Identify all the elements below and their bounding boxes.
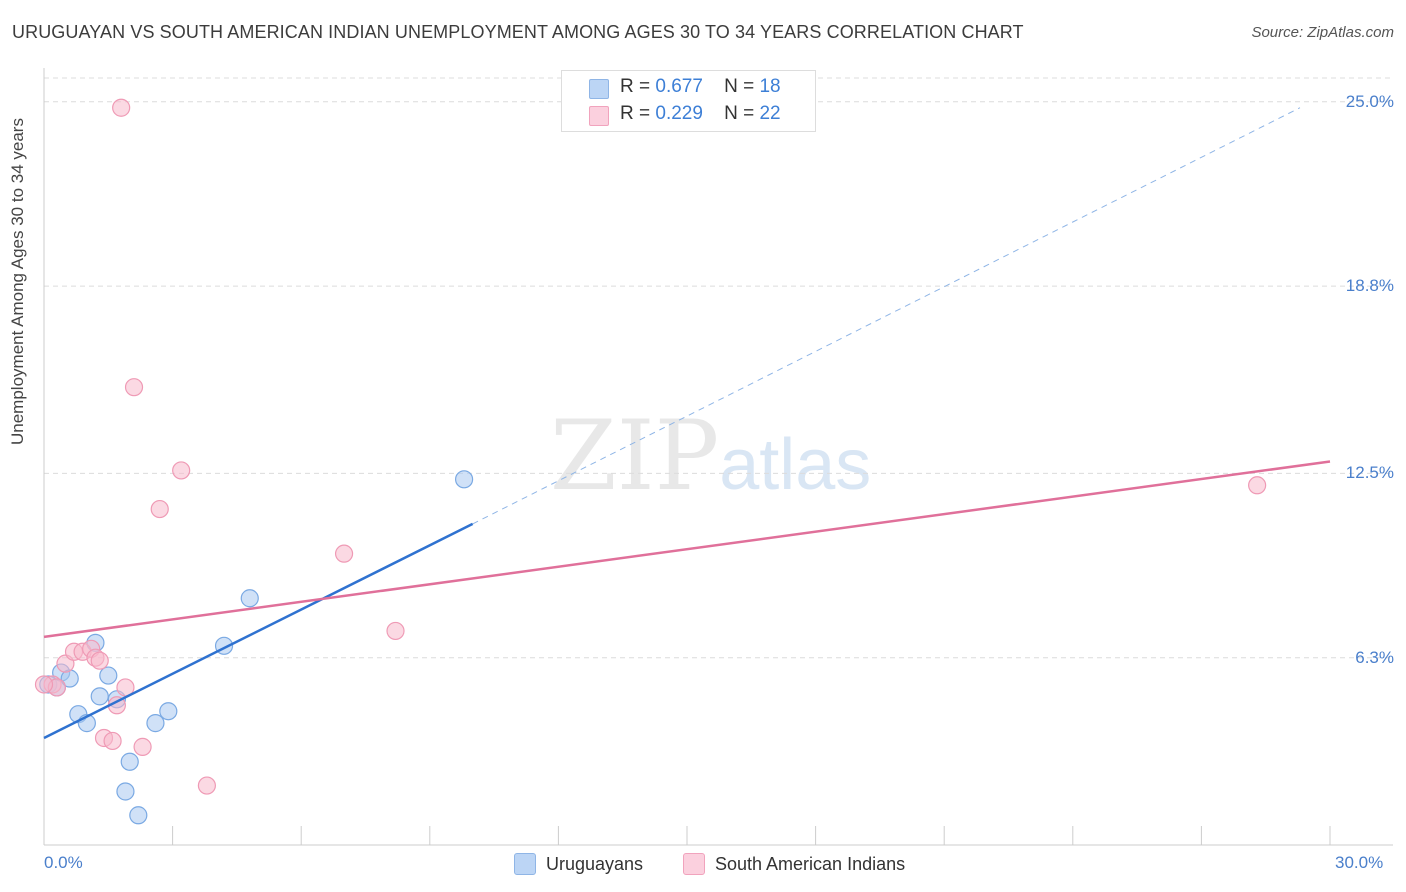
legend-n-label: N = xyxy=(724,103,755,124)
legend-swatch-south-american-indians xyxy=(589,106,609,126)
x-tick-label-min: 0.0% xyxy=(44,853,83,872)
data-point-south-american-indians-18 xyxy=(334,544,354,563)
legend-r-label: R = xyxy=(620,103,651,124)
data-point-south-american-indians-19 xyxy=(386,621,405,641)
data-point-south-american-indians-15 xyxy=(150,499,169,519)
legend-n-value: 22 xyxy=(759,103,781,124)
data-point-south-american-indians-17 xyxy=(197,776,216,795)
data-point-uruguayans-8 xyxy=(99,666,118,685)
y-tick-label: 6.3% xyxy=(1355,647,1394,667)
legend-r-label: R = xyxy=(620,76,651,97)
legend-r-value: 0.677 xyxy=(655,76,703,97)
y-axis-label: Unemployment Among Ages 30 to 34 years xyxy=(8,118,27,445)
watermark-zip: ZIP xyxy=(550,400,720,512)
data-point-south-american-indians-7 xyxy=(90,651,109,670)
data-point-south-american-indians-20 xyxy=(1248,476,1267,495)
legend-n-value: 18 xyxy=(759,76,781,97)
trend-line-extension-uruguayans xyxy=(472,107,1301,525)
bottom-legend-label-south-american-indians: South American Indians xyxy=(715,853,906,874)
data-point-south-american-indians-9 xyxy=(103,731,122,751)
data-point-uruguayans-17 xyxy=(454,470,474,489)
data-point-south-american-indians-14 xyxy=(133,737,152,756)
y-tick-label: 12.5% xyxy=(1345,463,1394,483)
legend-swatch-uruguayans xyxy=(589,79,609,99)
bottom-legend-swatch-south-american-indians xyxy=(683,853,705,875)
data-point-uruguayans-13 xyxy=(146,714,165,733)
trend-line-south-american-indians xyxy=(43,460,1331,639)
data-point-uruguayans-10 xyxy=(120,752,139,771)
trend-line-uruguayans xyxy=(43,522,474,740)
x-tick-label-max: 30.0% xyxy=(1335,853,1384,872)
data-point-south-american-indians-16 xyxy=(172,461,191,480)
data-point-uruguayans-11 xyxy=(116,782,135,801)
y-tick-label: 25.0% xyxy=(1345,91,1394,111)
legend-r-value: 0.229 xyxy=(655,103,703,124)
legend-row-south-american-indians: R = 0.229 N = 22 xyxy=(620,102,781,126)
watermark-atlas: atlas xyxy=(719,425,872,505)
data-point-south-american-indians-21 xyxy=(34,675,54,694)
bottom-legend-label-uruguayans: Uruguayans xyxy=(546,853,644,874)
bottom-legend-south-american-indians: South American Indians xyxy=(683,853,905,875)
y-tick-label: 18.8% xyxy=(1345,276,1394,296)
data-point-south-american-indians-13 xyxy=(124,378,144,397)
correlation-legend: R = 0.677 N = 18 R = 0.229 N = 22 xyxy=(561,70,816,132)
chart-title: URUGUAYAN VS SOUTH AMERICAN INDIAN UNEMP… xyxy=(12,22,1024,42)
legend-row-uruguayans: R = 0.677 N = 18 xyxy=(620,75,781,99)
data-point-uruguayans-16 xyxy=(240,589,259,608)
watermark: ZIPatlas xyxy=(550,400,871,512)
data-point-uruguayans-7 xyxy=(90,687,109,706)
bottom-legend-uruguayans: Uruguayans xyxy=(514,853,643,875)
data-point-south-american-indians-12 xyxy=(112,98,131,117)
data-point-uruguayans-12 xyxy=(129,806,148,825)
source-credit: Source: ZipAtlas.com xyxy=(1251,24,1394,41)
data-point-uruguayans-14 xyxy=(159,702,178,721)
legend-n-label: N = xyxy=(724,76,755,97)
bottom-legend-swatch-uruguayans xyxy=(514,853,536,875)
